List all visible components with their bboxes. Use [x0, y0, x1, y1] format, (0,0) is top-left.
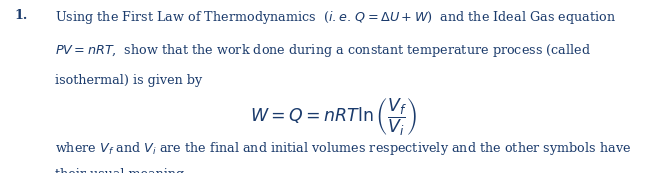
Text: $W = Q = nRT\ln\left(\dfrac{V_f}{V_i}\right)$: $W = Q = nRT\ln\left(\dfrac{V_f}{V_i}\ri…	[250, 97, 417, 138]
Text: $PV = nRT$,  show that the work done during a constant temperature process (call: $PV = nRT$, show that the work done duri…	[55, 42, 590, 58]
Text: Using the First Law of Thermodynamics  ($i.e.\,Q = \Delta U + W$)  and the Ideal: Using the First Law of Thermodynamics ($…	[55, 9, 616, 26]
Text: 1.: 1.	[15, 9, 28, 22]
Text: isothermal) is given by: isothermal) is given by	[55, 74, 202, 87]
Text: their usual meaning.: their usual meaning.	[55, 168, 188, 173]
Text: where $V_f$ and $V_i$ are the final and initial volumes respectively and the oth: where $V_f$ and $V_i$ are the final and …	[55, 140, 631, 157]
